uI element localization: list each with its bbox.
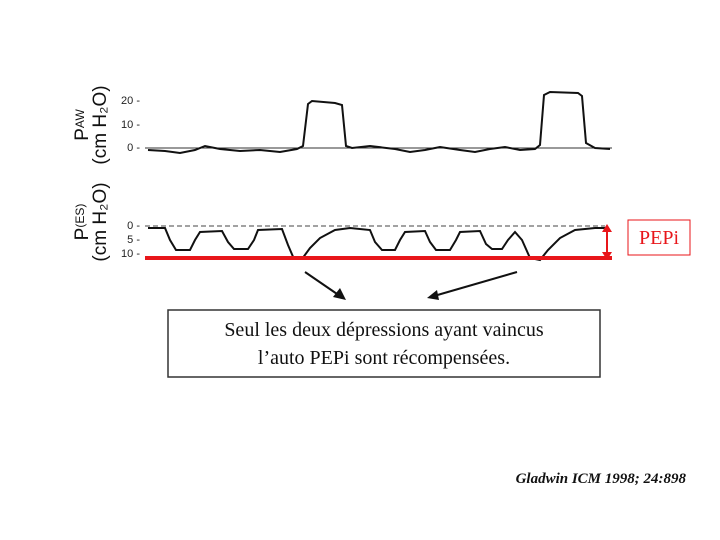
bottom-axis-unit: (cm H₂O) bbox=[90, 182, 111, 261]
arrow-head bbox=[427, 290, 439, 300]
pepi-box bbox=[627, 219, 691, 256]
caption-line: Seul les deux dépressions ayant vaincus bbox=[224, 319, 544, 341]
caption-box bbox=[167, 309, 601, 378]
tick-label: 0 - bbox=[127, 142, 140, 154]
caption-line: l’auto PEPi sont récompensées. bbox=[258, 347, 510, 369]
symbol: P bbox=[72, 228, 93, 241]
pepi-arrow-heads bbox=[602, 224, 612, 260]
tick-label: 5 - bbox=[127, 234, 140, 246]
pepi-label: PEPi bbox=[639, 227, 679, 249]
subscript: AW bbox=[73, 109, 87, 129]
bottom-axis-label: P(ES) bbox=[72, 204, 93, 241]
symbol: P bbox=[72, 128, 93, 141]
arrow bbox=[433, 271, 518, 297]
tick-label: 0 - bbox=[127, 220, 140, 232]
subscript: (ES) bbox=[73, 204, 87, 228]
top-axis-unit: (cm H₂O) bbox=[90, 85, 111, 164]
tick-label: 20 - bbox=[121, 95, 140, 107]
airway-pressure-trace bbox=[147, 90, 611, 155]
arrow-head bbox=[333, 288, 346, 300]
tick-label: 10 - bbox=[121, 119, 140, 131]
arrow bbox=[304, 271, 341, 297]
tick-label: 10 - bbox=[121, 248, 140, 260]
esophageal-pressure-trace bbox=[148, 226, 605, 262]
top-axis-label: PAW bbox=[72, 109, 93, 141]
citation: Gladwin ICM 1998; 24:898 bbox=[516, 471, 687, 487]
